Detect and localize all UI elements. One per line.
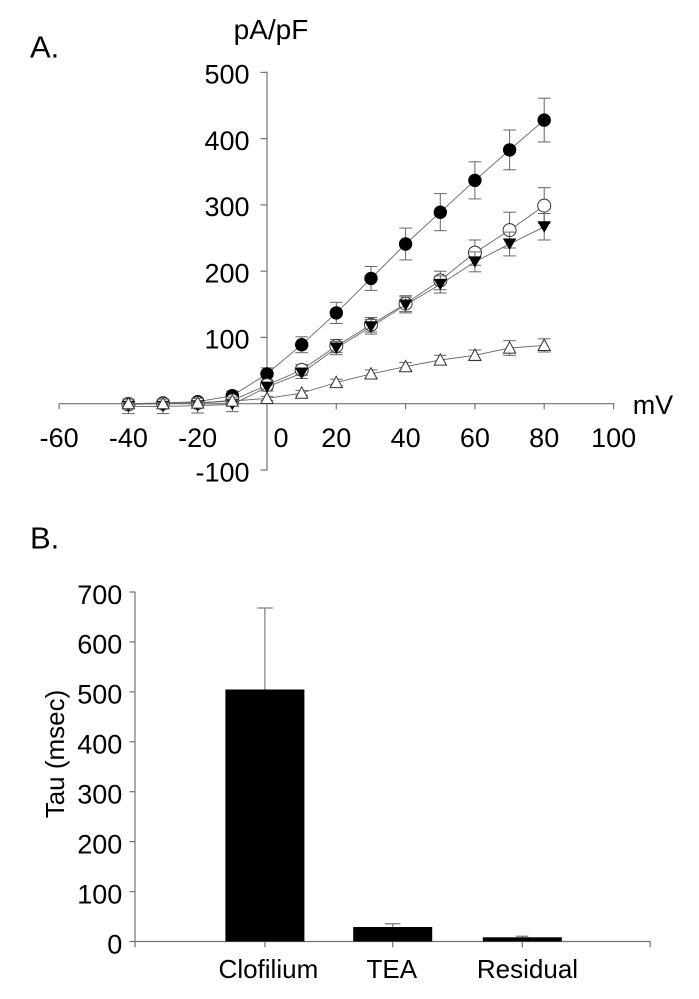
svg-text:500: 500 xyxy=(204,60,249,90)
svg-text:100: 100 xyxy=(77,879,122,909)
svg-text:pA/pF: pA/pF xyxy=(234,14,309,45)
svg-text:mV: mV xyxy=(633,390,674,420)
svg-text:700: 700 xyxy=(77,580,122,610)
svg-text:400: 400 xyxy=(204,126,249,156)
svg-text:TEA: TEA xyxy=(367,954,418,984)
svg-text:100: 100 xyxy=(591,423,636,453)
svg-text:Residual: Residual xyxy=(477,954,578,984)
svg-text:20: 20 xyxy=(321,423,351,453)
svg-text:600: 600 xyxy=(77,630,122,660)
svg-text:-40: -40 xyxy=(109,423,148,453)
svg-text:-100: -100 xyxy=(195,457,249,487)
svg-text:40: 40 xyxy=(391,423,421,453)
svg-text:100: 100 xyxy=(204,325,249,355)
svg-text:A.: A. xyxy=(30,30,59,65)
svg-text:B.: B. xyxy=(30,521,59,556)
svg-text:0: 0 xyxy=(273,423,288,453)
svg-text:200: 200 xyxy=(77,829,122,859)
svg-text:200: 200 xyxy=(204,259,249,289)
svg-text:80: 80 xyxy=(529,423,559,453)
svg-text:Tau (msec): Tau (msec) xyxy=(40,690,70,819)
svg-text:-20: -20 xyxy=(178,423,217,453)
svg-text:400: 400 xyxy=(77,730,122,760)
svg-text:500: 500 xyxy=(77,680,122,710)
svg-text:300: 300 xyxy=(204,192,249,222)
svg-text:0: 0 xyxy=(107,929,122,959)
svg-text:-60: -60 xyxy=(40,423,79,453)
svg-text:60: 60 xyxy=(460,423,490,453)
svg-text:Clofilium: Clofilium xyxy=(219,954,319,984)
svg-text:300: 300 xyxy=(77,780,122,810)
